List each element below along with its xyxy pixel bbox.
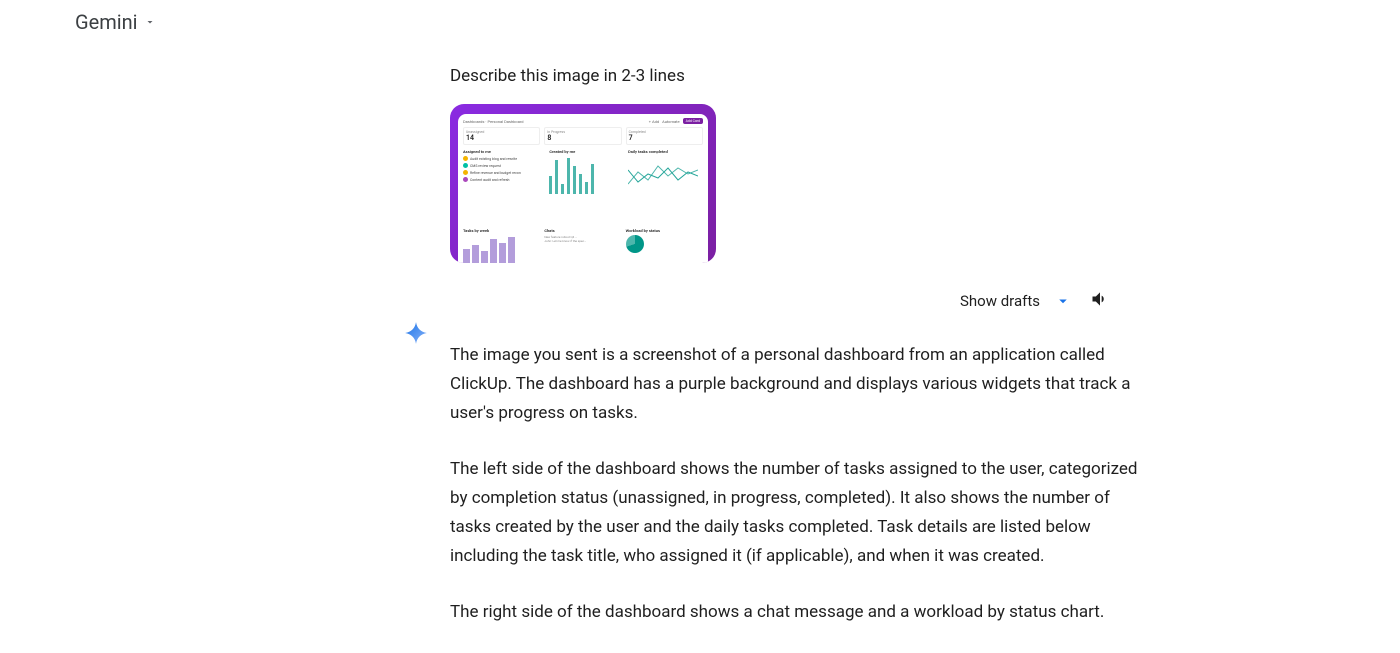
thumb-assigned-item: Content audit and refresh (463, 177, 545, 182)
model-selector[interactable]: Gemini (75, 10, 156, 34)
thumb-metric-card: Completed7 (626, 127, 703, 145)
thumb-created-title: Created by me (549, 149, 624, 154)
thumbnail-inner: Dashboards · Personal Dashboard + Add Au… (458, 114, 708, 263)
thumb-assigned-item: CMS review request (463, 163, 545, 168)
chevron-down-icon (1054, 292, 1072, 310)
speaker-icon (1090, 289, 1110, 309)
gemini-spark-icon (403, 320, 429, 346)
thumb-bar (579, 174, 582, 194)
thumb-chats-title: Chats (544, 228, 621, 233)
thumb-bar (549, 176, 552, 194)
thumb-bar (591, 164, 594, 194)
thumb-primary-button: Add Card (683, 118, 703, 124)
thumb-bar (555, 160, 558, 194)
user-prompt: Describe this image in 2-3 lines (450, 66, 1140, 86)
thumb-breadcrumb: Dashboards · Personal Dashboard (463, 119, 523, 124)
response-paragraph: The left side of the dashboard shows the… (450, 455, 1140, 572)
thumb-daily-title: Daily tasks completed (628, 149, 703, 154)
thumb-metric-card: Unassigned14 (463, 127, 540, 145)
thumb-link: + Add (649, 119, 659, 124)
chevron-down-icon (144, 16, 156, 28)
thumb-assigned-title: Assigned to me (463, 149, 545, 154)
thumb-week-bar (463, 249, 470, 263)
model-name: Gemini (75, 10, 138, 34)
read-aloud-button[interactable] (1090, 289, 1110, 313)
thumb-pie (626, 235, 644, 253)
thumb-assigned-item: Refine revenue and budget recon (463, 170, 545, 175)
response-body: The image you sent is a screenshot of a … (450, 341, 1140, 627)
thumb-week-bar (499, 243, 506, 263)
thumb-workload-title: Workload by status (626, 228, 660, 233)
response-paragraph: The image you sent is a screenshot of a … (450, 341, 1140, 429)
thumb-week-bar (508, 237, 515, 263)
thumb-bar (561, 184, 564, 194)
thumb-week-bar (472, 245, 479, 263)
thumb-bar (573, 166, 576, 194)
thumb-bar (585, 182, 588, 194)
thumb-assigned-item: Audit existing blog and rewrite (463, 156, 545, 161)
show-drafts-label: Show drafts (960, 292, 1040, 310)
thumb-bar (567, 158, 570, 194)
thumb-weekly-title: Tasks by week (463, 228, 540, 233)
thumb-week-bar (490, 239, 497, 263)
thumb-week-bar (481, 251, 488, 263)
prompt-image-thumbnail[interactable]: Dashboards · Personal Dashboard + Add Au… (450, 104, 716, 263)
thumb-link: Automate (662, 119, 679, 124)
show-drafts-button[interactable]: Show drafts (960, 292, 1072, 310)
response-paragraph: The right side of the dashboard shows a … (450, 598, 1140, 627)
thumb-metric-card: In Progress8 (544, 127, 621, 145)
